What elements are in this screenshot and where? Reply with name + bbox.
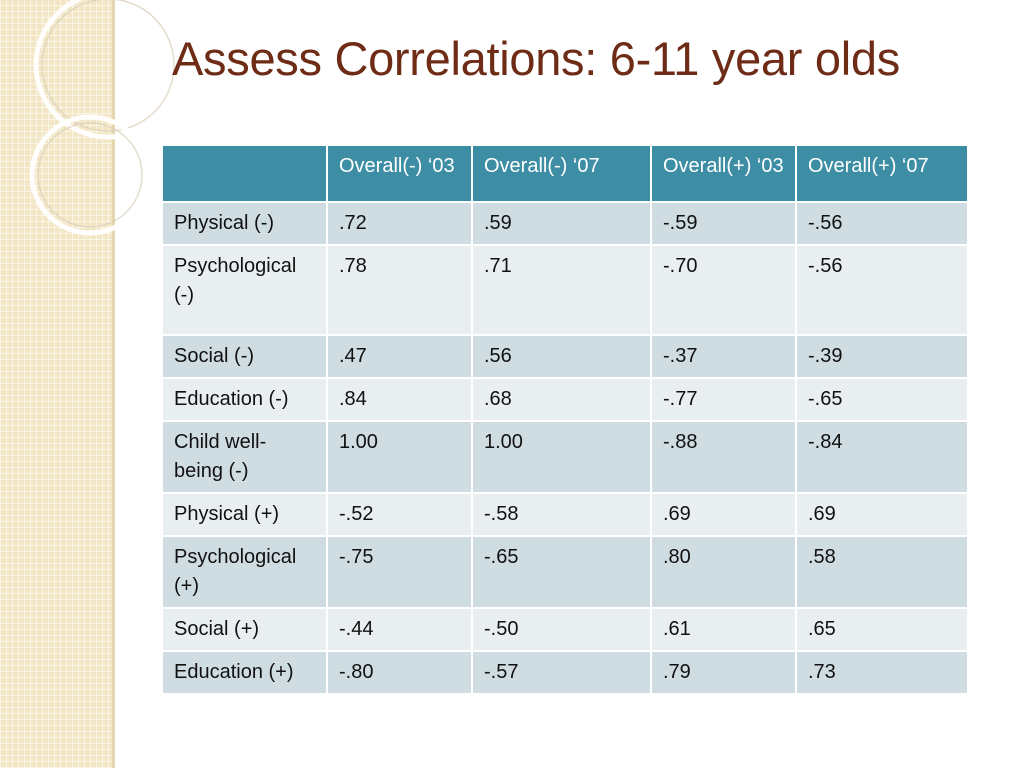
table-row: Physical (+) -.52 -.58 .69 .69 [161,492,967,537]
table-cell: 1.00 [471,420,652,494]
table-cell: .68 [471,377,652,422]
table-cell: -.56 [795,201,967,246]
table-cell: -.80 [326,650,473,695]
correlation-table: Overall(-) ‘03 Overall(-) ‘07 Overall(+)… [161,144,967,695]
row-label: Physical (+) [161,492,328,537]
side-band-edge [112,0,115,768]
table-cell: .59 [471,201,652,246]
table-cell: .61 [650,607,797,652]
table-cell: -.57 [471,650,652,695]
table-row: Physical (-) .72 .59 -.59 -.56 [161,201,967,246]
table-cell: .71 [471,244,652,336]
table-row: Education (-) .84 .68 -.77 -.65 [161,377,967,422]
header-cell-overall-pos-03: Overall(+) ‘03 [650,144,797,203]
row-label: Social (-) [161,334,328,379]
header-cell-overall-pos-07: Overall(+) ‘07 [795,144,967,203]
table-cell: -.75 [326,535,473,609]
table-header-row: Overall(-) ‘03 Overall(-) ‘07 Overall(+)… [161,144,967,203]
row-label: Education (-) [161,377,328,422]
table-cell: -.50 [471,607,652,652]
table-cell: -.37 [650,334,797,379]
table-cell: .58 [795,535,967,609]
table-row: Education (+) -.80 -.57 .79 .73 [161,650,967,695]
table-cell: .65 [795,607,967,652]
table-cell: -.58 [471,492,652,537]
table-cell: -.52 [326,492,473,537]
table-row: Child well-being (-) 1.00 1.00 -.88 -.84 [161,420,967,494]
table-cell: -.65 [471,535,652,609]
table-cell: -.56 [795,244,967,336]
table-cell: .69 [795,492,967,537]
slide-title: Assess Correlations: 6-11 year olds [172,32,900,85]
table-cell: -.77 [650,377,797,422]
decorative-circles [29,0,183,236]
row-label: Physical (-) [161,201,328,246]
header-cell-overall-neg-03: Overall(-) ‘03 [326,144,473,203]
correlation-table-container: Overall(-) ‘03 Overall(-) ‘07 Overall(+)… [161,144,967,768]
table-cell: .79 [650,650,797,695]
row-label: Education (+) [161,650,328,695]
table-cell: -.84 [795,420,967,494]
header-cell-empty [161,144,328,203]
table-row: Psychological (+) -.75 -.65 .80 .58 [161,535,967,609]
table-cell: -.39 [795,334,967,379]
header-cell-overall-neg-07: Overall(-) ‘07 [471,144,652,203]
table-row: Social (-) .47 .56 -.37 -.39 [161,334,967,379]
table-cell: -.88 [650,420,797,494]
table-cell: -.44 [326,607,473,652]
table-cell: -.59 [650,201,797,246]
row-label: Psychological (+) [161,535,328,609]
table-cell: -.70 [650,244,797,336]
row-label: Child well-being (-) [161,420,328,494]
table-cell: -.65 [795,377,967,422]
table-cell: 1.00 [326,420,473,494]
table-cell: .69 [650,492,797,537]
row-label: Social (+) [161,607,328,652]
table-row: Psychological (-) .78 .71 -.70 -.56 [161,244,967,336]
table-cell: .47 [326,334,473,379]
table-cell: .84 [326,377,473,422]
row-label: Psychological (-) [161,244,328,336]
table-cell: .80 [650,535,797,609]
table-cell: .72 [326,201,473,246]
table-cell: .78 [326,244,473,336]
table-row: Social (+) -.44 -.50 .61 .65 [161,607,967,652]
table-cell: .73 [795,650,967,695]
table-cell: .56 [471,334,652,379]
